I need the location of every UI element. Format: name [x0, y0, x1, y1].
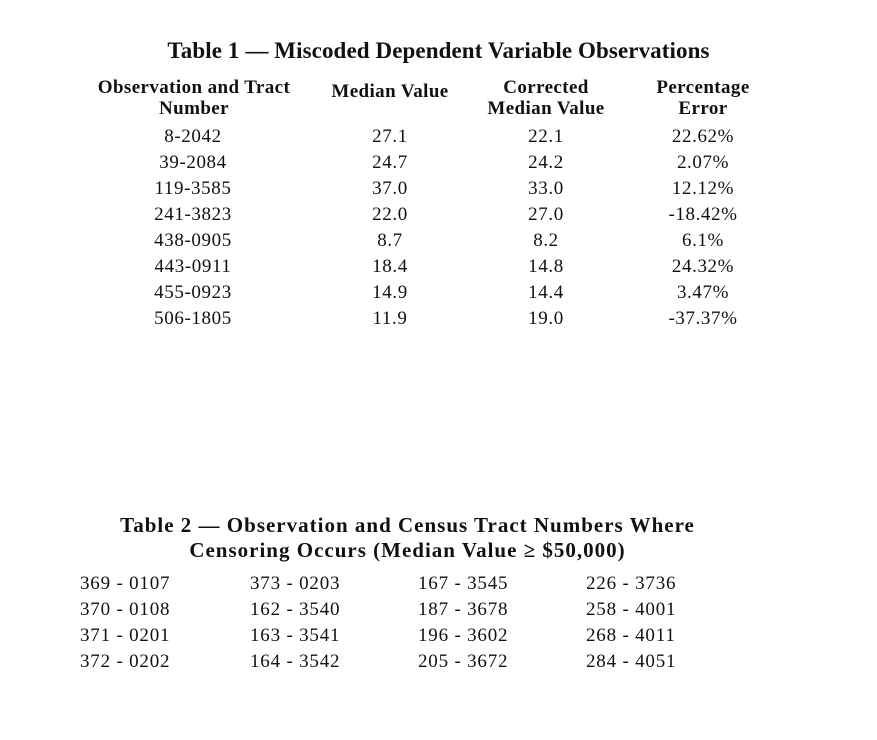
- corrected-cell: 14.8: [528, 256, 564, 277]
- header-observation-line1: Observation and Tract: [97, 77, 291, 98]
- header-corrected-line2: Median Value: [487, 98, 605, 119]
- observation-cell: 241-3823: [154, 204, 232, 225]
- tract-cell: 187 - 3678: [418, 599, 509, 620]
- error-cell: 12.12%: [671, 178, 735, 199]
- tract-cell: 163 - 3541: [250, 625, 341, 646]
- header-percentage-error: Percentage Error: [644, 77, 762, 119]
- tract-cell: 373 - 0203: [250, 573, 341, 594]
- error-cell: 6.1%: [682, 230, 724, 251]
- tract-cell: 226 - 3736: [586, 573, 677, 594]
- error-cell: 22.62%: [671, 126, 735, 147]
- header-corrected-line1: Corrected: [503, 77, 589, 98]
- median-cell: 11.9: [372, 308, 408, 329]
- median-cell: 8.7: [377, 230, 403, 251]
- error-cell: -18.42%: [668, 204, 738, 225]
- header-percentage-line1: Percentage: [656, 77, 750, 98]
- median-cell: 27.1: [372, 126, 408, 147]
- error-cell: 2.07%: [676, 152, 730, 173]
- error-cell: -37.37%: [668, 308, 738, 329]
- tract-cell: 370 - 0108: [80, 599, 171, 620]
- median-cell: 37.0: [372, 178, 408, 199]
- observation-cell: 119-3585: [154, 178, 232, 199]
- tract-cell: 196 - 3602: [418, 625, 509, 646]
- table2-title-line1: Table 2 — Observation and Census Tract N…: [120, 513, 695, 537]
- observation-cell: 438-0905: [154, 230, 232, 251]
- observation-cell: 506-1805: [154, 308, 232, 329]
- corrected-cell: 22.1: [528, 126, 564, 147]
- tract-cell: 372 - 0202: [80, 651, 171, 672]
- table1-title: Table 1 — Miscoded Dependent Variable Ob…: [167, 38, 710, 63]
- tract-cell: 205 - 3672: [418, 651, 509, 672]
- observation-cell: 39-2084: [159, 152, 227, 173]
- corrected-cell: 27.0: [528, 204, 564, 225]
- corrected-cell: 24.2: [528, 152, 564, 173]
- error-cell: 3.47%: [676, 282, 730, 303]
- header-corrected-median-value: Corrected Median Value: [478, 77, 614, 119]
- tract-cell: 369 - 0107: [80, 573, 171, 594]
- corrected-cell: 14.4: [528, 282, 564, 303]
- median-cell: 18.4: [372, 256, 408, 277]
- observation-cell: 443-0911: [154, 256, 232, 277]
- error-cell: 24.32%: [671, 256, 735, 277]
- observation-cell: 455-0923: [154, 282, 232, 303]
- median-cell: 22.0: [372, 204, 408, 225]
- table2-title: Table 2 — Observation and Census Tract N…: [0, 513, 815, 563]
- tract-cell: 258 - 4001: [586, 599, 677, 620]
- corrected-cell: 8.2: [533, 230, 559, 251]
- corrected-cell: 33.0: [528, 178, 564, 199]
- tract-cell: 167 - 3545: [418, 573, 509, 594]
- header-observation: Observation and Tract Number: [86, 77, 302, 119]
- median-cell: 14.9: [372, 282, 408, 303]
- tract-cell: 268 - 4011: [586, 625, 676, 646]
- header-observation-line2: Number: [159, 98, 229, 119]
- tract-cell: 162 - 3540: [250, 599, 341, 620]
- table2-title-line2: Censoring Occurs (Median Value ≥ $50,000…: [189, 538, 626, 562]
- tract-cell: 371 - 0201: [80, 625, 171, 646]
- median-cell: 24.7: [372, 152, 408, 173]
- header-median-value: Median Value: [331, 81, 449, 102]
- corrected-cell: 19.0: [528, 308, 564, 329]
- tract-cell: 284 - 4051: [586, 651, 677, 672]
- header-percentage-line2: Error: [678, 98, 728, 119]
- tract-cell: 164 - 3542: [250, 651, 341, 672]
- observation-cell: 8-2042: [164, 126, 222, 147]
